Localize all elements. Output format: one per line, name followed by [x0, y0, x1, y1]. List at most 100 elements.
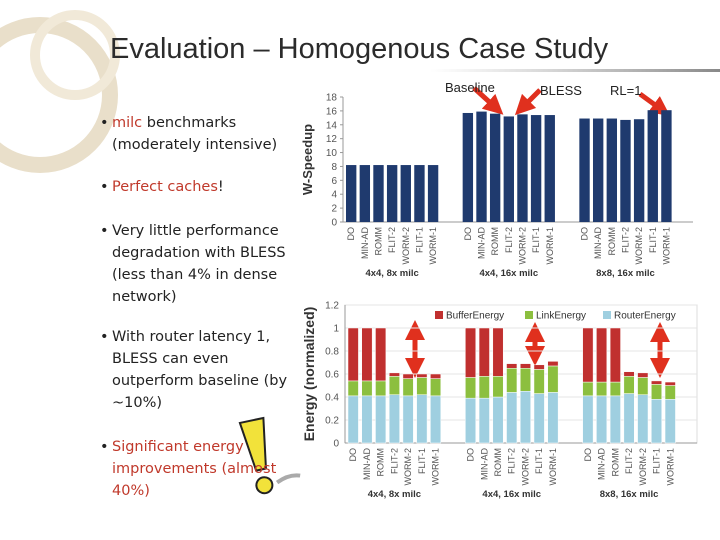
bar-segment [623, 371, 635, 377]
x-tick-label: WORM-1 [431, 448, 441, 486]
x-tick-label: FLIT-2 [620, 227, 630, 253]
x-tick-label: MIN-AD [597, 448, 607, 480]
y-axis-title: Energy (normalized) [301, 307, 317, 442]
bullet-text: Very little performance degradation with… [100, 220, 290, 308]
y-tick-label: 16 [326, 106, 338, 117]
y-tick-label: 0.2 [325, 416, 339, 427]
bar-segment [533, 364, 545, 370]
bar-segment [609, 395, 621, 444]
bar-segment [347, 395, 359, 444]
group-label: 8x8, 16x milc [600, 489, 659, 500]
legend-label: LinkEnergy [536, 311, 586, 322]
bar-segment [361, 395, 373, 444]
bar [476, 111, 487, 222]
bar-segment [664, 399, 676, 444]
y-tick-label: 0 [333, 439, 339, 450]
y-tick-label: 0.4 [325, 393, 339, 404]
x-tick-label: WORM-2 [520, 448, 530, 486]
group-label: 4x4, 16x milc [479, 268, 538, 279]
group-label: 8x8, 16x milc [596, 268, 655, 279]
bar-segment [609, 381, 621, 397]
arrow [472, 86, 504, 115]
bar-segment [478, 397, 490, 444]
bar-segment [430, 373, 442, 379]
legend-label: RouterEnergy [614, 311, 676, 322]
y-tick-label: 18 [326, 93, 338, 104]
bar [386, 165, 398, 222]
bar-segment [582, 327, 594, 383]
x-tick-label: FLIT-2 [624, 448, 634, 474]
bar-segment [519, 363, 531, 369]
bullet: • Perfect caches! [100, 176, 290, 198]
x-tick-label: MIN-AD [479, 448, 489, 480]
bar-segment [416, 394, 428, 444]
x-tick-label: WORM-1 [428, 227, 438, 265]
bar-segment [506, 392, 518, 444]
bar-segment [402, 373, 414, 379]
x-tick-label: WORM-1 [545, 227, 555, 265]
bar [592, 118, 604, 222]
y-tick-label: 0.6 [325, 370, 339, 381]
bar-segment [547, 365, 559, 393]
bar-segment [492, 396, 504, 444]
bar-segment [388, 372, 400, 377]
y-tick-label: 2 [331, 204, 337, 215]
bar-segment [430, 378, 442, 397]
bullet: • With router latency 1, BLESS can even o… [100, 326, 290, 414]
bar [373, 165, 384, 222]
x-tick-label: WORM-2 [401, 227, 411, 265]
bar-segment [533, 393, 545, 444]
bar-segment [519, 368, 531, 392]
bullet-text: Perfect caches! [100, 176, 290, 198]
bar-segment [430, 395, 442, 444]
bar-segment [623, 376, 635, 394]
x-tick-label: FLIT-1 [652, 448, 662, 474]
chart-arrows [405, 86, 671, 378]
bullet-text: milc benchmarks (moderately intensive) [100, 112, 290, 156]
group-label: 4x4, 8x milc [368, 489, 421, 500]
bar-segment [533, 369, 545, 394]
legend-swatch [603, 311, 611, 319]
bar-segment [637, 394, 649, 444]
bar [517, 114, 528, 222]
x-tick-label: FLIT-1 [414, 227, 424, 253]
bullet: • Very little performance degradation wit… [100, 220, 290, 308]
group-label: 4x4, 8x milc [365, 268, 418, 279]
bar [620, 119, 631, 222]
bullet-part: Perfect caches [112, 179, 218, 195]
group-label: 4x4, 16x milc [482, 489, 541, 500]
x-tick-label: DO [580, 227, 590, 241]
annotation: BLESS [540, 83, 582, 98]
bar [633, 119, 645, 222]
arrow [638, 91, 671, 116]
x-tick-label: ROMM [490, 227, 500, 256]
bar-segment [547, 361, 559, 367]
legend-label: BufferEnergy [446, 311, 504, 322]
x-tick-label: WORM-2 [638, 448, 648, 486]
bar [661, 110, 672, 222]
x-tick-label: ROMM [493, 448, 503, 477]
x-tick-label: DO [466, 448, 476, 462]
x-tick-label: WORM-2 [403, 448, 413, 486]
bar [530, 115, 542, 222]
bar-segment [664, 381, 676, 386]
x-tick-label: FLIT-1 [648, 227, 658, 253]
y-tick-label: 1 [333, 324, 339, 335]
x-tick-label: MIN-AD [477, 227, 487, 259]
bullet-text: Significant energy improvements (almost … [100, 436, 290, 502]
x-tick-label: DO [348, 448, 358, 462]
bar-segment [637, 377, 649, 395]
bar-segment [651, 380, 662, 385]
y-tick-label: 12 [326, 134, 338, 145]
bar-segment [347, 327, 359, 382]
bar-segment [506, 368, 518, 393]
bar-segment [582, 381, 594, 397]
x-tick-label: FLIT-2 [507, 448, 517, 474]
bullet-part: ! [217, 179, 224, 195]
bar-segment [478, 376, 490, 399]
bar-segment [506, 363, 518, 369]
bar [544, 115, 555, 222]
bar-segment [388, 376, 400, 395]
slide-title: Evaluation – Homogenous Case Study [110, 33, 609, 65]
